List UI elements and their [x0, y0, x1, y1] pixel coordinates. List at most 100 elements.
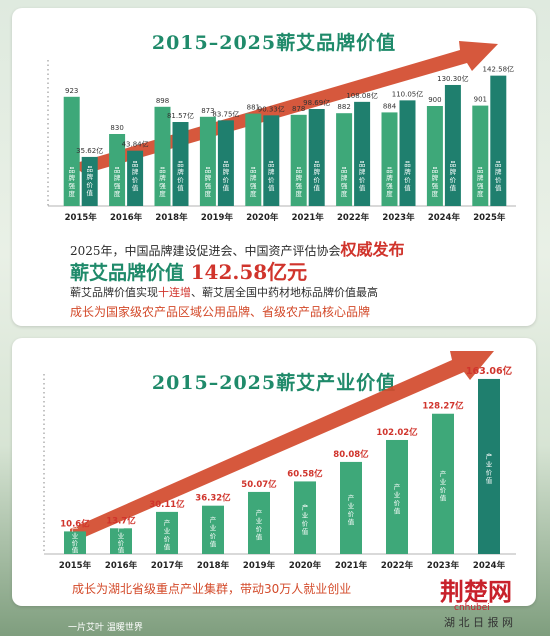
- industry-bar-text: 产业价值: [72, 524, 79, 554]
- strength-data-label: 884: [383, 102, 397, 110]
- value-bar-text: 品牌价值: [223, 160, 230, 192]
- watermark-subtitle: 湖 北 日 报 网: [444, 616, 513, 629]
- value-bar-text: 品牌价值: [132, 160, 139, 192]
- x-tick-label: 2020年: [289, 560, 322, 571]
- value-bar-text: 品牌价值: [86, 165, 93, 197]
- value-data-label: 36.32亿: [195, 493, 231, 504]
- watermark-domain: cnhubei: [454, 603, 490, 613]
- bar-brand-value: [399, 100, 416, 206]
- value-data-label: 43.84亿: [122, 140, 149, 149]
- strength-data-label: 881: [247, 104, 260, 112]
- bar-brand-strength: [154, 106, 171, 206]
- industry-value-chart: 10.6亿产业价值2015年13.7亿产业价值2016年30.11亿产业价值20…: [43, 351, 516, 571]
- x-tick-label: 2017年: [151, 560, 184, 571]
- bar-industry-value: [478, 378, 500, 554]
- industry-bar-text: 产业价值: [210, 515, 217, 548]
- x-tick-label: 2022年: [381, 560, 414, 571]
- value-data-label: 50.07亿: [241, 479, 277, 490]
- bar-brand-value: [263, 115, 280, 206]
- value-data-label: 130.30亿: [437, 74, 469, 83]
- value-data-label: 30.11亿: [149, 499, 185, 510]
- brand-chart-title: 2015–2025蕲艾品牌价值: [151, 32, 397, 54]
- x-tick-label: 2023年: [382, 212, 415, 223]
- strength-bar-text: 品牌强度: [68, 166, 75, 198]
- bar-brand-value: [490, 75, 507, 207]
- value-data-label: 90.33亿: [258, 104, 285, 113]
- value-data-label: 102.02亿: [376, 427, 418, 438]
- x-tick-label: 2019年: [201, 212, 234, 223]
- trend-arrow: [70, 351, 494, 540]
- bar-brand-value: [81, 156, 98, 206]
- line3-highlight: 十连增: [158, 286, 191, 299]
- bar-industry-value: [432, 413, 454, 554]
- value-data-label: 35.62亿: [76, 146, 103, 155]
- bar-brand-value: [354, 101, 371, 206]
- value-data-label: 80.08亿: [333, 449, 369, 460]
- bar-brand-strength: [336, 113, 353, 206]
- industry-bar-text: 产业价值: [302, 503, 309, 536]
- bar-brand-value: [217, 120, 234, 206]
- value-bar-text: 品牌价值: [359, 160, 366, 192]
- value-bar-text: 品牌价值: [404, 160, 411, 192]
- publish-line-prefix: 2025年，中国品牌建设促进会、中国资产评估协会: [70, 244, 341, 258]
- bar-industry-value: [64, 531, 86, 554]
- value-data-label: 98.69亿: [303, 98, 330, 107]
- strength-data-label: 830: [110, 124, 123, 132]
- industry-bar-text: 产业价值: [394, 482, 401, 515]
- bar-brand-strength: [290, 114, 307, 206]
- bar-industry-value: [386, 439, 408, 554]
- industry-cluster-line: 成长为湖北省级重点产业集群，带动30万人就业创业: [72, 582, 352, 596]
- line3-prefix: 蕲艾品牌价值实现: [70, 286, 158, 299]
- publish-highlight: 权威发布: [340, 240, 405, 259]
- bar-brand-strength: [109, 134, 126, 206]
- bar-brand-value: [444, 84, 461, 206]
- industry-bar-text: 产业价值: [118, 524, 125, 554]
- bar-brand-strength: [245, 113, 262, 206]
- industry-bar-text: 产业价值: [348, 493, 355, 526]
- value-data-label: 142.58亿: [483, 65, 515, 74]
- brand-value-headline: 蕲艾品牌价值 142.58亿元: [70, 256, 307, 285]
- x-tick-label: 2018年: [197, 560, 230, 571]
- x-tick-label: 2021年: [292, 212, 325, 223]
- value-bar-text: 品牌价值: [450, 160, 457, 192]
- bar-industry-value: [110, 528, 132, 554]
- brand-value-panel: 2015–2025蕲艾品牌价值 923 35.62亿 品牌强度 品牌价值 2015年 83…: [12, 8, 536, 326]
- strength-data-label: 873: [201, 107, 214, 115]
- industry-bar-text: 产业价值: [440, 469, 447, 502]
- x-tick-label: 2016年: [110, 212, 143, 223]
- value-data-label: 83.75亿: [212, 109, 239, 118]
- brand-status-line: 成长为国家级农产品区域公用品牌、省级农产品核心品牌: [70, 305, 371, 319]
- bar-industry-value: [248, 491, 270, 554]
- bar-brand-strength: [199, 116, 216, 206]
- strength-data-label: 878: [292, 105, 305, 113]
- value-bar-text: 品牌价值: [268, 160, 275, 192]
- bar-brand-strength: [426, 106, 443, 206]
- bar-brand-value: [308, 108, 325, 206]
- x-tick-label: 2019年: [243, 560, 276, 571]
- value-bar-text: 品牌价值: [177, 160, 184, 192]
- strength-bar-text: 品牌强度: [386, 166, 393, 198]
- x-tick-label: 2024年: [473, 560, 506, 571]
- x-tick-label: 2025年: [473, 212, 506, 223]
- strength-bar-text: 品牌强度: [159, 166, 166, 198]
- strength-bar-text: 品牌强度: [341, 166, 348, 198]
- bar-brand-strength: [63, 96, 80, 206]
- x-tick-label: 2020年: [246, 212, 279, 223]
- ten-increase-line: 蕲艾品牌价值实现十连增、蕲艾居全国中药材地标品牌价值最高: [70, 284, 378, 300]
- x-tick-label: 2022年: [337, 212, 370, 223]
- bar-brand-strength: [381, 112, 398, 206]
- value-data-label: 10.6亿: [60, 518, 90, 529]
- strength-bar-text: 品牌强度: [432, 166, 439, 198]
- industry-chart-title: 2015–2025蕲艾产业价值: [151, 372, 397, 394]
- value-bar-text: 品牌价值: [495, 160, 502, 192]
- industry-bar-text: 产业价值: [256, 508, 263, 541]
- value-data-label: 81.57亿: [167, 111, 194, 120]
- strength-bar-text: 品牌强度: [250, 166, 257, 198]
- x-tick-label: 2023年: [427, 560, 460, 571]
- line3-suffix: 、蕲艾居全国中药材地标品牌价值最高: [191, 286, 378, 299]
- strength-data-label: 901: [474, 96, 487, 104]
- headline-value: 142.58亿元: [190, 260, 308, 284]
- value-data-label: 60.58亿: [287, 468, 323, 479]
- publish-line: 2025年，中国品牌建设促进会、中国资产评估协会权威发布: [70, 236, 405, 260]
